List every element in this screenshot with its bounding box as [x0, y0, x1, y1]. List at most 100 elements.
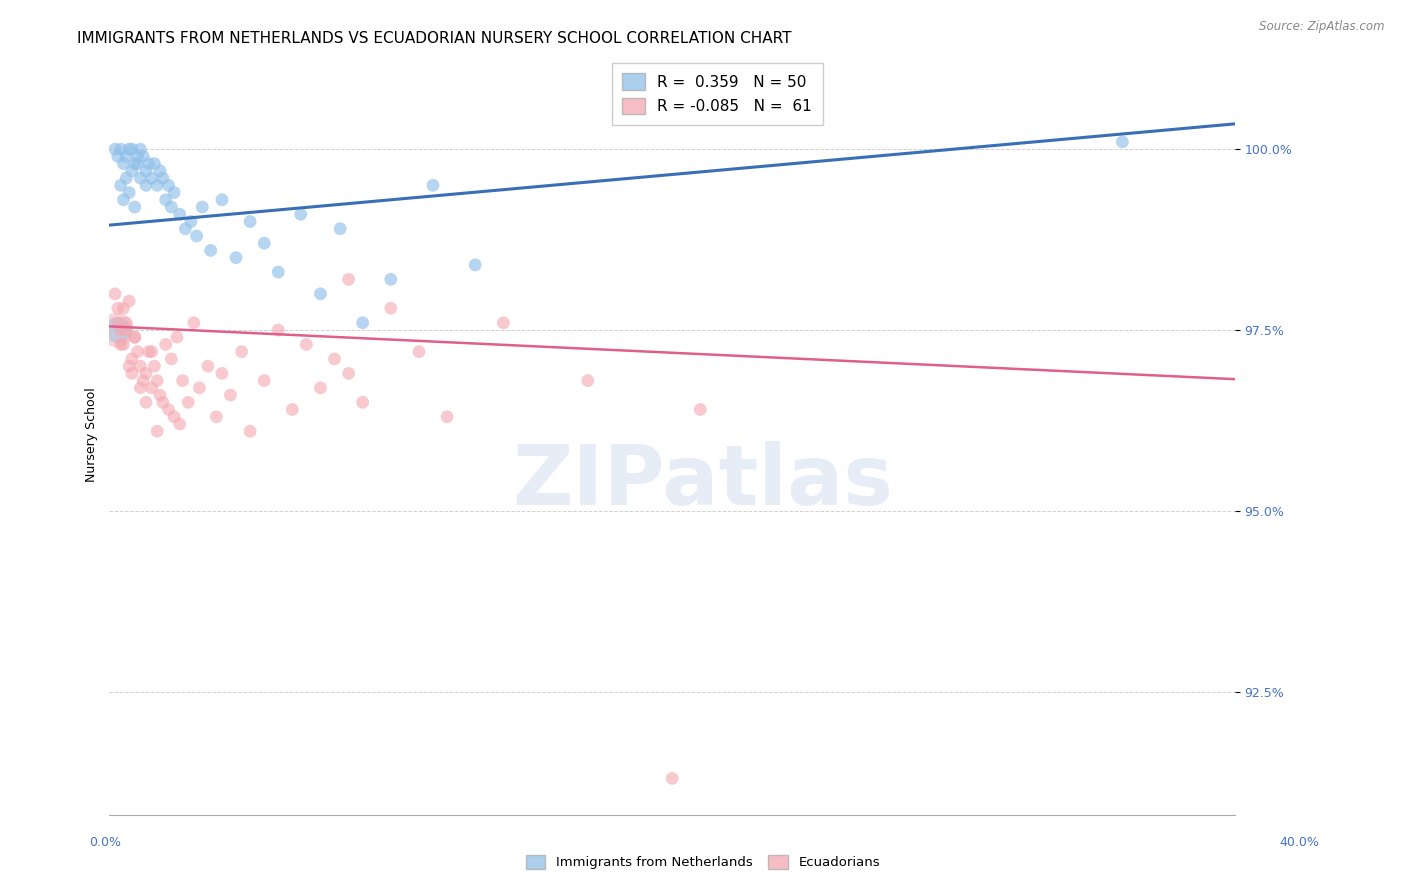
Point [186, 229, 208, 244]
Point [160, 351, 183, 366]
Point [105, 323, 128, 337]
Point [127, 156, 149, 170]
Point [219, 388, 242, 402]
Point [309, 286, 332, 301]
Point [124, 200, 146, 214]
Point [191, 200, 214, 214]
Point [124, 330, 146, 344]
Point [169, 207, 191, 221]
Point [155, 337, 177, 351]
Point [152, 171, 174, 186]
Point [576, 374, 599, 388]
Point [121, 351, 143, 366]
Text: 40.0%: 40.0% [1279, 836, 1319, 848]
Point [177, 395, 200, 409]
Point [174, 221, 197, 235]
Point [118, 293, 141, 308]
Point [121, 367, 143, 381]
Point [135, 395, 157, 409]
Point [135, 164, 157, 178]
Point [143, 359, 166, 373]
Point [160, 200, 183, 214]
Point [141, 171, 163, 186]
Point [337, 272, 360, 286]
Point [172, 374, 194, 388]
Point [115, 149, 138, 163]
Point [169, 417, 191, 431]
Point [115, 171, 138, 186]
Point [166, 330, 188, 344]
Point [135, 178, 157, 193]
Point [138, 344, 160, 359]
Point [115, 316, 138, 330]
Point [163, 409, 186, 424]
Point [121, 142, 143, 156]
Point [267, 265, 290, 279]
Point [329, 221, 352, 235]
Point [337, 367, 360, 381]
Point [183, 316, 205, 330]
Point [309, 381, 332, 395]
Point [163, 186, 186, 200]
Point [149, 164, 172, 178]
Point [146, 178, 169, 193]
Legend: Immigrants from Netherlands, Ecuadorians: Immigrants from Netherlands, Ecuadorians [520, 850, 886, 875]
Point [323, 351, 346, 366]
Point [211, 193, 233, 207]
Point [157, 178, 180, 193]
Point [422, 178, 444, 193]
Point [155, 193, 177, 207]
Point [380, 272, 402, 286]
Point [107, 149, 129, 163]
Point [107, 323, 129, 337]
Point [112, 301, 135, 316]
Point [352, 395, 374, 409]
Y-axis label: Nursery School: Nursery School [86, 387, 98, 483]
Point [110, 142, 132, 156]
Point [197, 359, 219, 373]
Point [661, 772, 683, 786]
Point [408, 344, 430, 359]
Point [188, 381, 211, 395]
Point [110, 337, 132, 351]
Point [149, 388, 172, 402]
Point [492, 316, 515, 330]
Point [141, 381, 163, 395]
Point [253, 236, 276, 251]
Point [112, 156, 135, 170]
Point [352, 316, 374, 330]
Point [124, 156, 146, 170]
Text: ZIPatlas: ZIPatlas [513, 442, 893, 522]
Text: IMMIGRANTS FROM NETHERLANDS VS ECUADORIAN NURSERY SCHOOL CORRELATION CHART: IMMIGRANTS FROM NETHERLANDS VS ECUADORIA… [77, 31, 792, 46]
Point [121, 164, 143, 178]
Point [112, 337, 135, 351]
Point [118, 359, 141, 373]
Point [104, 142, 127, 156]
Point [141, 344, 163, 359]
Point [152, 395, 174, 409]
Text: 0.0%: 0.0% [90, 836, 121, 848]
Point [110, 323, 132, 337]
Point [253, 374, 276, 388]
Point [110, 178, 132, 193]
Point [129, 171, 152, 186]
Point [129, 142, 152, 156]
Point [127, 149, 149, 163]
Point [127, 344, 149, 359]
Point [124, 330, 146, 344]
Point [239, 424, 262, 438]
Point [290, 207, 312, 221]
Point [129, 381, 152, 395]
Point [107, 316, 129, 330]
Point [211, 367, 233, 381]
Point [118, 142, 141, 156]
Point [180, 214, 202, 228]
Point [129, 359, 152, 373]
Text: Source: ZipAtlas.com: Source: ZipAtlas.com [1260, 20, 1385, 33]
Point [281, 402, 304, 417]
Point [135, 367, 157, 381]
Point [107, 301, 129, 316]
Point [231, 344, 253, 359]
Point [115, 323, 138, 337]
Legend: R =  0.359   N = 50, R = -0.085   N =  61: R = 0.359 N = 50, R = -0.085 N = 61 [612, 62, 823, 125]
